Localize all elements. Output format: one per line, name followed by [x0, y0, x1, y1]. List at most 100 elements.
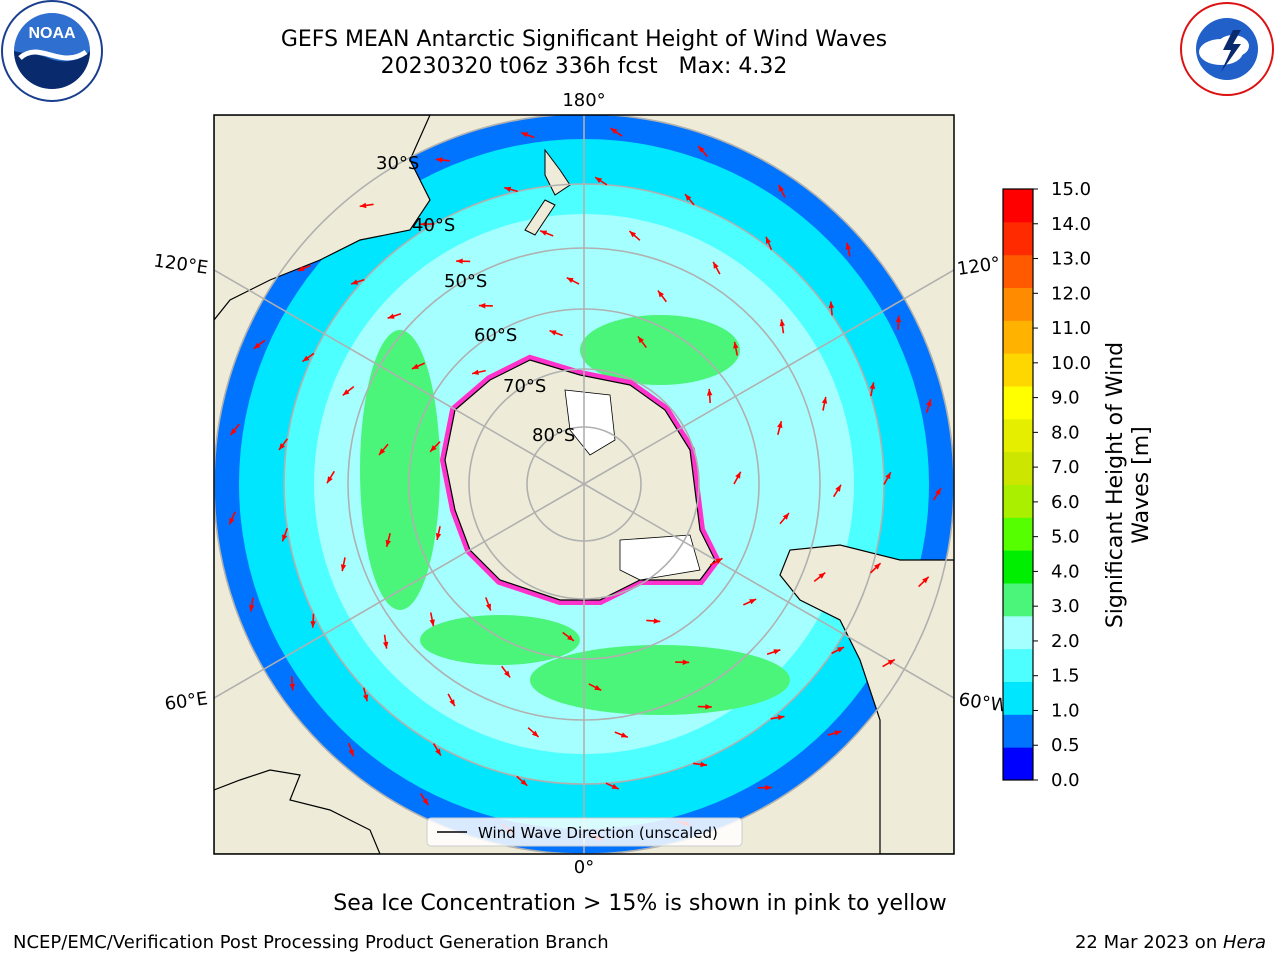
wave-arrow-head [521, 132, 529, 138]
lat-label-50s: 50°S [444, 271, 487, 292]
colorbar-tick-label: 15.0 [1051, 179, 1091, 200]
map-legend: Wind Wave Direction (unscaled) [426, 817, 743, 847]
credit-right: 22 Mar 2023 on Hera [1074, 932, 1266, 953]
wave-arrow-head [249, 604, 255, 612]
wave-arrow-head [715, 558, 723, 564]
colorbar-segment [1003, 189, 1033, 223]
colorbar-tick-label: 12.0 [1051, 283, 1091, 304]
wave-arrow-head [230, 428, 237, 436]
wave-arrow-head [342, 389, 350, 396]
wave-arrow-head [657, 290, 664, 298]
wave-band-south [530, 645, 790, 715]
wave-arrow-head [845, 242, 851, 250]
colorbar-tick-label: 5.0 [1051, 527, 1080, 548]
wave-arrow-head [594, 684, 602, 691]
wave-arrow-head [567, 634, 574, 641]
wave-arrow-head [411, 363, 419, 369]
lon-label-0: 0° [574, 857, 594, 878]
wave-arrow-head [435, 157, 443, 163]
wave-arrow-head [773, 649, 781, 655]
wave-arrow-head [566, 277, 574, 284]
wave-arrow-head [610, 128, 618, 134]
wave-arrow-head [611, 783, 619, 789]
colorbar-tick-label: 11.0 [1051, 318, 1091, 339]
colorbar-tick-label: 8.0 [1051, 422, 1080, 443]
wave-arrow-head [429, 619, 435, 627]
wave-arrow-head [351, 279, 359, 285]
lon-label-180: 180° [562, 90, 605, 111]
wave-arrow-head [595, 177, 603, 184]
wave-arrow-head [685, 194, 692, 201]
wave-arrow-head [887, 659, 895, 666]
wave-arrow-head [531, 730, 539, 737]
colorbar-tick-label: 4.0 [1051, 561, 1080, 582]
colorbar-segment [1003, 353, 1033, 387]
wave-arrow-head [926, 399, 932, 407]
wave-arrow-head [779, 319, 786, 327]
wave-arrow-head [359, 202, 367, 209]
colorbar-tick-label: 0.5 [1051, 735, 1080, 756]
wave-arrow-head [698, 145, 705, 153]
colorbar: 0.0 0.5 1.0 1.5 2.0 3.0 4.0 5.0 6.0 7.0 8.0 9.0 10.0… [1002, 179, 1091, 791]
lon-label-120e: 120°E [152, 250, 209, 278]
colorbar-segment [1003, 320, 1033, 354]
wave-arrow-head [435, 533, 442, 540]
wave-arrow-head [874, 563, 881, 570]
wave-arrow-head [420, 221, 427, 227]
colorbar-segment [1003, 714, 1033, 748]
wave-arrow-head [749, 599, 757, 605]
wave-arrow-head [705, 704, 712, 710]
lat-label-40s: 40°S [412, 215, 455, 236]
wave-arrow-head [834, 730, 842, 736]
noaa-logo: NOAA [1, 0, 103, 102]
legend-label: Wind Wave Direction (unscaled) [478, 824, 718, 842]
wave-arrow-head [282, 534, 288, 542]
wave-arrow-head [472, 369, 479, 375]
wave-arrow-head [422, 798, 429, 806]
wave-arrow-head [540, 230, 548, 236]
colorbar-segment [1003, 550, 1033, 584]
wave-arrow-head [885, 472, 891, 480]
colorbar-segment [1003, 484, 1033, 518]
colorbar-segment [1003, 615, 1033, 650]
wave-band-north [580, 315, 740, 385]
wave-arrow-head [504, 186, 512, 192]
sea-ice-note: Sea Ice Concentration > 15% is shown in … [333, 891, 947, 916]
colorbar-tick-label: 3.0 [1051, 596, 1080, 617]
wave-arrow-head [449, 699, 455, 707]
lon-label-60w: 60°W [957, 689, 1009, 717]
nws-logo [1180, 2, 1274, 96]
lat-label-60s: 60°S [474, 325, 517, 346]
lat-label-80s: 80°S [532, 425, 575, 446]
wave-arrow-head [782, 513, 790, 520]
wave-arrow-head [895, 315, 902, 323]
meridian-lines [214, 115, 954, 854]
colorbar-segment [1003, 221, 1033, 256]
colorbar-tick-label: 0.0 [1051, 770, 1080, 791]
wave-arrow-head [362, 694, 369, 702]
wave-arrow-head [385, 539, 391, 547]
noaa-logo-text: NOAA [28, 25, 76, 42]
colorbar-tick-label: 2.0 [1051, 631, 1080, 652]
wave-arrow-head [835, 484, 842, 492]
wave-arrow-head [456, 258, 463, 264]
colorbar-segment [1003, 386, 1033, 420]
wave-arrow-head [828, 301, 835, 309]
wave-arrow-head [302, 355, 310, 362]
wave-arrow-head [549, 330, 557, 336]
colorbar-tick-label: 14.0 [1051, 214, 1091, 235]
chart-subtitle: 20230320 t06z 336h fcst Max: 4.32 [380, 54, 788, 79]
wave-arrow-head [297, 265, 305, 271]
wave-arrow-head [278, 443, 286, 450]
wave-arrow-head [340, 564, 347, 572]
wave-arrow-head [778, 184, 785, 192]
wave-arrow-head [735, 471, 741, 479]
wave-band-west [360, 330, 440, 610]
colorbar-tick-label: 6.0 [1051, 492, 1080, 513]
wave-arrow-head [435, 748, 441, 756]
wave-arrow-head [520, 779, 528, 786]
wave-direction-arrows [228, 127, 942, 842]
colorbar-tick-label: 7.0 [1051, 457, 1080, 478]
chart-title: GEFS MEAN Antarctic Significant Height o… [280, 27, 888, 52]
